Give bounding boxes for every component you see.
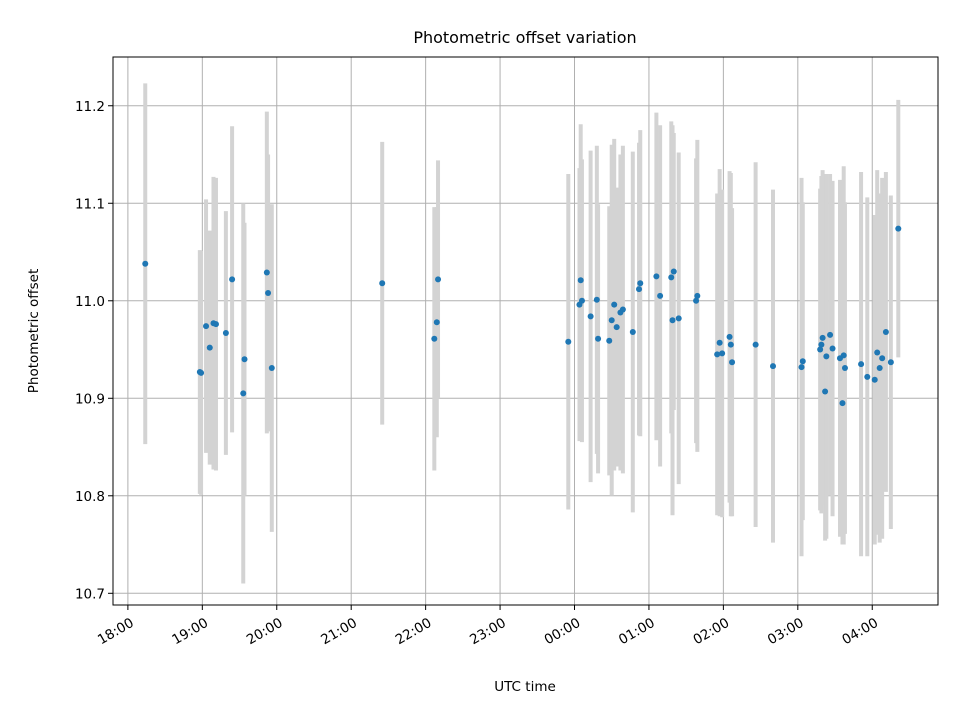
data-point <box>817 346 824 353</box>
data-point <box>819 334 826 341</box>
data-point <box>222 329 229 336</box>
data-point <box>895 225 902 232</box>
data-point <box>822 388 829 395</box>
data-point <box>431 335 438 342</box>
data-point <box>657 292 664 299</box>
data-point <box>876 365 883 372</box>
data-point <box>587 313 594 320</box>
data-point <box>727 341 734 348</box>
x-axis-label: UTC time <box>494 679 556 695</box>
data-point <box>874 349 881 356</box>
y-tick-label: 11.0 <box>75 294 105 310</box>
data-point <box>752 341 759 348</box>
data-points <box>142 225 902 407</box>
data-point <box>879 355 886 362</box>
data-point <box>593 296 600 303</box>
data-point <box>871 376 878 383</box>
data-point <box>839 400 846 407</box>
data-point <box>841 365 848 372</box>
data-point <box>729 359 736 366</box>
data-point <box>799 358 806 365</box>
data-point <box>798 364 805 371</box>
data-point <box>629 328 636 335</box>
data-point <box>203 323 210 330</box>
data-point <box>619 306 626 313</box>
data-point <box>669 317 676 324</box>
data-point <box>198 369 205 376</box>
data-point <box>636 286 643 293</box>
y-tick-label: 10.7 <box>75 586 105 602</box>
data-point <box>241 356 248 363</box>
y-tick-label: 11.1 <box>75 196 105 212</box>
data-point <box>653 273 660 280</box>
data-point <box>716 339 723 346</box>
chart-title: Photometric offset variation <box>413 28 636 47</box>
plot-frame <box>112 56 939 606</box>
data-point <box>887 359 894 366</box>
data-point <box>770 363 776 370</box>
data-point <box>882 328 889 335</box>
data-point <box>240 390 247 397</box>
y-tick-label: 10.9 <box>75 391 105 407</box>
data-point <box>693 297 700 304</box>
data-point <box>694 292 701 299</box>
data-point <box>714 351 721 358</box>
y-tick-label: 11.2 <box>75 99 105 115</box>
data-point <box>719 350 726 357</box>
y-axis-label: Photometric offset <box>26 269 42 393</box>
data-point <box>611 301 618 308</box>
data-point <box>608 317 615 324</box>
data-point <box>268 365 275 372</box>
data-point <box>263 269 270 276</box>
data-point <box>379 280 386 287</box>
data-point <box>578 297 585 304</box>
data-point <box>864 373 871 380</box>
data-point <box>229 276 236 283</box>
data-point <box>726 333 733 340</box>
grid <box>113 57 938 605</box>
data-point <box>637 280 644 287</box>
data-point <box>675 315 682 322</box>
y-axis-ticks: 10.7 10.8 10.9 11.0 11.1 11.2 <box>75 99 113 602</box>
data-point <box>595 335 602 342</box>
data-point <box>565 338 572 345</box>
data-point <box>818 341 825 348</box>
data-point <box>829 345 836 352</box>
data-point <box>212 321 219 328</box>
data-point <box>435 276 442 283</box>
data-point <box>827 331 834 338</box>
data-point <box>668 274 675 281</box>
data-point <box>606 337 613 344</box>
data-point <box>433 319 440 326</box>
y-tick-label: 10.8 <box>75 489 105 505</box>
data-point <box>265 289 272 296</box>
data-point <box>613 324 620 331</box>
data-point <box>823 353 830 360</box>
data-point <box>577 277 584 284</box>
data-point <box>670 268 677 275</box>
data-point <box>858 361 865 368</box>
data-point <box>206 344 213 351</box>
data-point <box>142 260 149 267</box>
data-point <box>840 352 847 359</box>
